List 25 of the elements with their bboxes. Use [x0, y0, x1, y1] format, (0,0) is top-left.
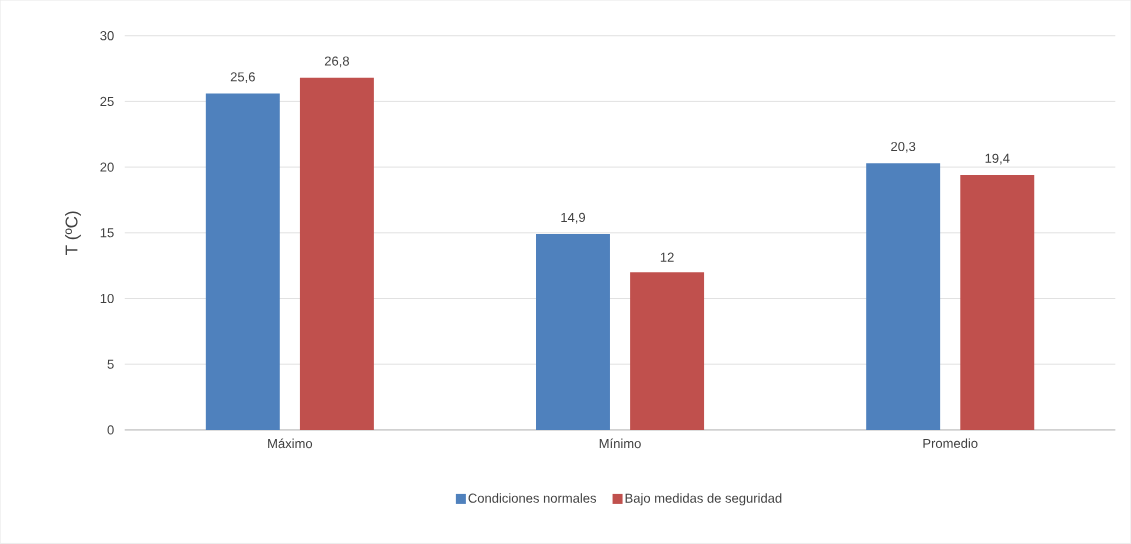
- bar: [630, 272, 705, 431]
- x-tick-label: Mínimo: [599, 438, 641, 449]
- bar: [299, 77, 374, 431]
- y-tick-label: 20: [100, 162, 114, 172]
- y-tick-label: 30: [100, 31, 114, 41]
- bar: [866, 163, 941, 431]
- y-axis-title: T (ºC): [65, 211, 81, 256]
- y-tick-label: 0: [107, 425, 114, 435]
- legend-label: Condiciones normales: [468, 493, 597, 503]
- y-tick-label: 10: [100, 294, 114, 304]
- data-label: 26,8: [324, 56, 350, 68]
- data-label: 19,4: [985, 153, 1010, 165]
- x-tick-label: Promedio: [923, 438, 978, 449]
- data-label: 12: [660, 252, 674, 262]
- y-tick-label: 25: [100, 96, 114, 107]
- bar: [205, 93, 280, 431]
- y-tick-label: 15: [100, 228, 114, 238]
- data-label: 25,6: [230, 72, 255, 84]
- legend-label: Bajo medidas de seguridad: [625, 493, 782, 506]
- bar: [960, 175, 1035, 431]
- bar: [536, 234, 610, 431]
- data-label: 20,3: [891, 142, 916, 153]
- x-tick-label: Máximo: [268, 438, 313, 449]
- data-label: 14,9: [561, 212, 586, 224]
- y-tick-label: 5: [107, 359, 114, 369]
